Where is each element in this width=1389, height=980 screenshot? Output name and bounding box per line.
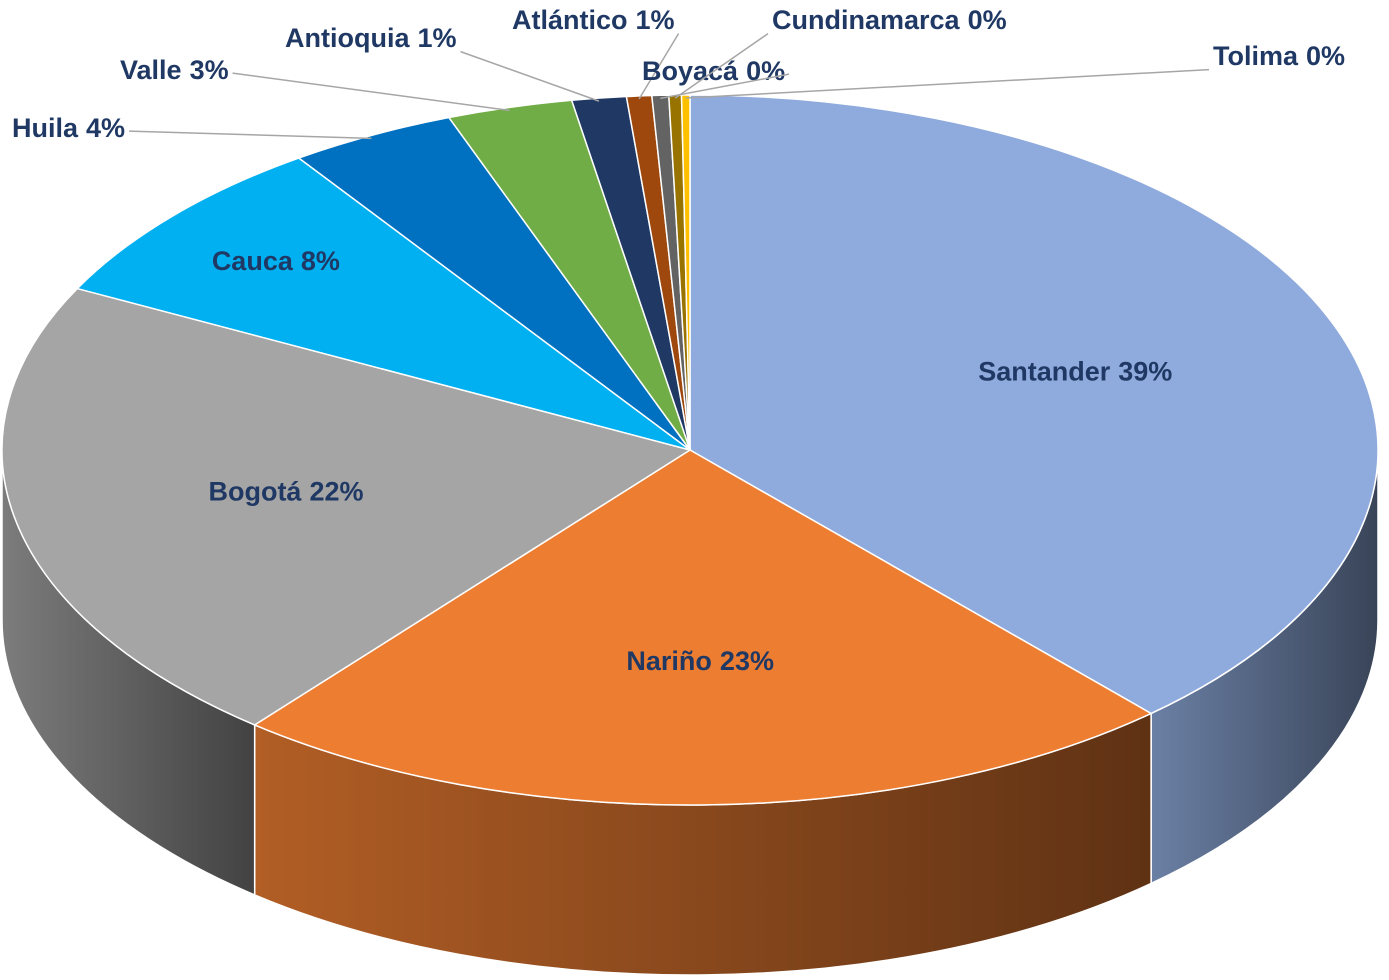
label-category: Huila [12,113,79,143]
label-category: Valle [120,55,182,85]
label-value: 0% [1306,41,1345,71]
slice [75,157,691,451]
label-value: 1% [417,23,456,53]
label-category: Nariño [626,646,712,676]
label-category: Antioquia [285,23,410,53]
leader-line [685,68,1210,99]
data-label: Cauca 8% [212,246,340,276]
data-label: Nariño 23% [626,646,774,676]
label-value: 22% [309,477,363,507]
leader-line [232,72,510,112]
slice [253,449,1153,806]
label-value: 23% [720,646,774,676]
label-value: 0% [968,5,1007,35]
label-value: 3% [190,55,229,85]
label-category: Tolima [1213,41,1299,71]
data-label: Boyacá 0% [642,56,785,86]
data-label: Valle 3% [120,55,229,85]
label-value: 4% [86,113,125,143]
slice [1,287,692,726]
slice [689,94,1379,715]
leader-line [460,50,600,102]
leader-line [638,33,680,100]
leader-line [129,130,372,140]
label-value: 39% [1118,357,1172,387]
data-label: Antioquia 1% [285,23,457,53]
label-category: Cundinamarca [772,5,961,35]
label-category: Cauca [212,246,294,276]
data-label: Bogotá 22% [208,477,363,507]
label-category: Boyacá [642,56,739,86]
leader-line [674,33,769,99]
label-value: 8% [301,246,340,276]
data-label: Huila 4% [12,113,125,143]
data-label: Santander 39% [978,357,1172,387]
label-category: Bogotá [208,477,302,507]
data-label: Cundinamarca 0% [772,5,1007,35]
data-label: Tolima 0% [1213,41,1345,71]
label-category: Atlántico [512,5,628,35]
data-label: Atlántico 1% [512,5,675,35]
label-value: 1% [636,5,675,35]
label-category: Santander [978,357,1111,387]
